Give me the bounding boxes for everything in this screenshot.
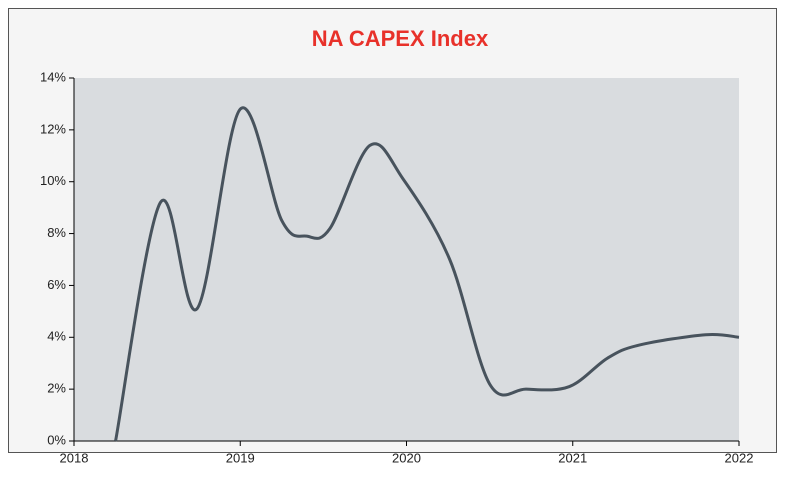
y-tick-label: 2% (47, 381, 66, 396)
plot-area (74, 78, 739, 441)
y-tick-label: 6% (47, 277, 66, 292)
x-tick-label: 2019 (226, 450, 255, 465)
x-tick-label: 2020 (392, 450, 421, 465)
y-tick-label: 0% (47, 432, 66, 447)
x-tick-label: 2021 (558, 450, 587, 465)
y-tick-label: 12% (40, 121, 66, 136)
line (114, 106, 740, 442)
x-tick-label: 2018 (60, 450, 89, 465)
x-tick-label: 2022 (725, 450, 754, 465)
y-tick-label: 14% (40, 69, 66, 84)
y-tick-label: 8% (47, 225, 66, 240)
y-tick-label: 4% (47, 329, 66, 344)
y-tick-label: 10% (40, 173, 66, 188)
chart-title: NA CAPEX Index (312, 26, 489, 51)
